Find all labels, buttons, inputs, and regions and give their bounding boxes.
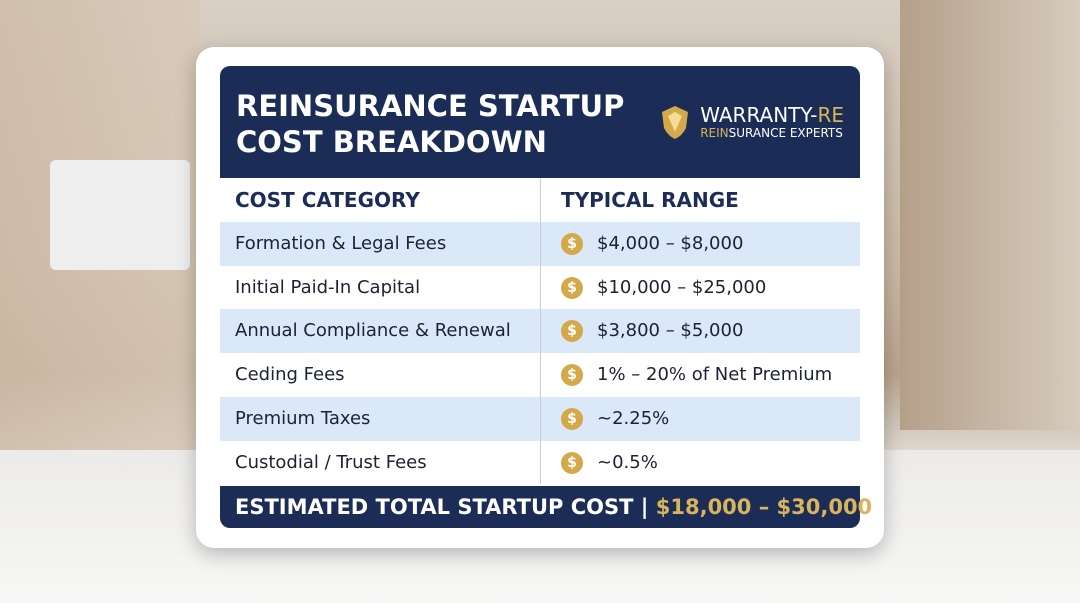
coin-icon: $ — [561, 451, 583, 474]
logo: WARRANTY-RE REINSURANCE EXPERTS — [662, 103, 844, 140]
logo-shield — [662, 106, 689, 139]
header: REINSURANCE STARTUP COST BREAKDOWN WARRA… — [220, 66, 860, 178]
logo-tagline: SURANCE EXPERTS — [728, 126, 843, 140]
cost-category: Initial Paid-In Capital — [235, 276, 421, 298]
column-header: COST CATEGORY TYPICAL RANGE — [220, 178, 860, 222]
cost-category: Custodial / Trust Fees — [235, 451, 427, 473]
cost-category: Premium Taxes — [235, 407, 371, 429]
column-title: TYPICAL RANGE — [561, 188, 739, 212]
typical-range: $10,000 – $25,000 — [597, 276, 767, 298]
coin-icon: $ — [561, 407, 583, 430]
logo-tagline: REIN — [700, 126, 729, 140]
typical-range: ~2.25% — [597, 407, 670, 429]
typical-range: 1% – 20% of Net Premium — [597, 364, 833, 386]
coin-icon: $ — [561, 320, 583, 343]
footer: ESTIMATED TOTAL STARTUP COST | $18,000 –… — [220, 486, 872, 528]
background-window — [900, 0, 1080, 430]
typical-range: $4,000 – $8,000 — [597, 233, 744, 254]
column-title: COST CATEGORY — [235, 188, 420, 212]
background-monitor — [50, 160, 190, 270]
footer-total: $18,000 – $30,000 — [655, 495, 873, 519]
cost-category: Ceding Fees — [235, 364, 345, 386]
typical-range: ~0.5% — [597, 451, 658, 473]
coin-icon: $ — [561, 276, 583, 299]
logo-name: RE — [817, 103, 844, 127]
cost-category: Formation & Legal Fees — [235, 233, 447, 254]
coin-icon: $ — [561, 233, 583, 255]
column-divider — [540, 178, 541, 484]
coin-icon: $ — [561, 364, 583, 387]
footer-label: ESTIMATED TOTAL STARTUP COST | — [235, 495, 649, 519]
typical-range: $3,800 – $5,000 — [597, 320, 744, 342]
title: REINSURANCE STARTUP COST BREAKDOWN — [236, 89, 625, 159]
logo-name: WARRANTY- — [700, 103, 818, 127]
cost-category: Annual Compliance & Renewal — [235, 320, 511, 342]
